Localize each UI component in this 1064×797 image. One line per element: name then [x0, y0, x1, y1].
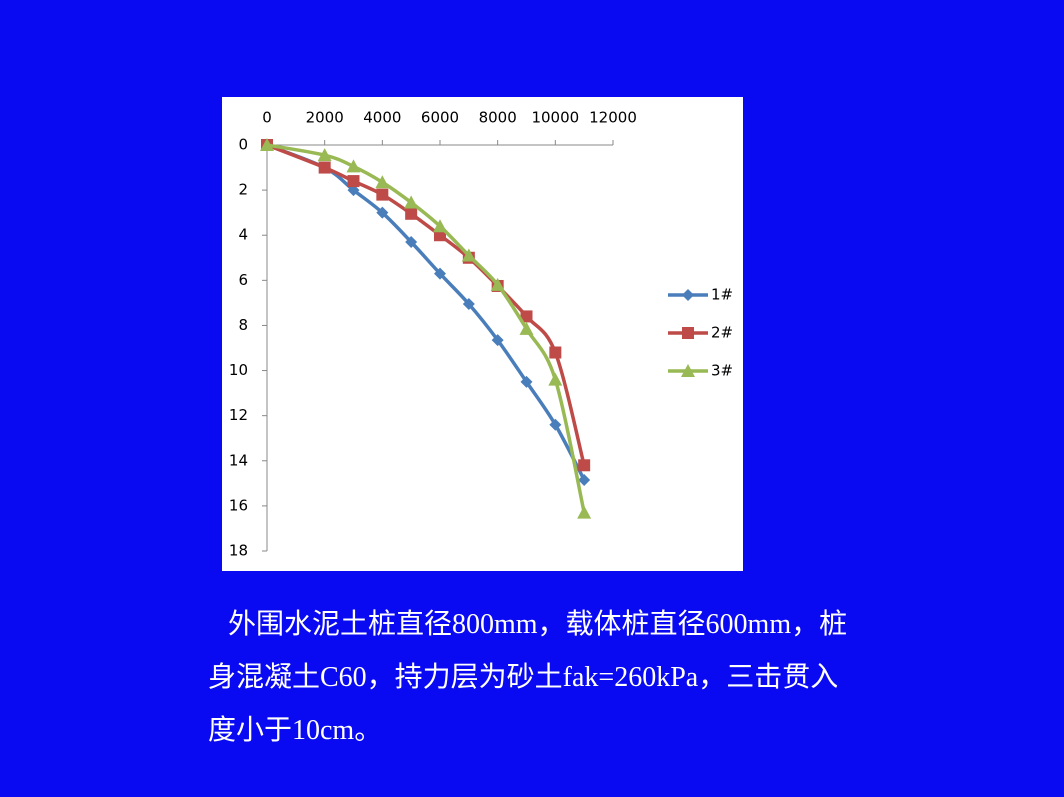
- marker: [405, 207, 418, 220]
- y-tick-label: 18: [229, 542, 248, 560]
- x-tick-label: 8000: [479, 109, 517, 127]
- x-tick-label: 2000: [306, 109, 344, 127]
- marker: [405, 235, 418, 248]
- y-tick-label: 14: [229, 451, 248, 469]
- marker: [347, 175, 360, 188]
- marker: [520, 310, 533, 323]
- marker: [549, 346, 562, 359]
- legend-label: 2#: [711, 324, 733, 342]
- marker: [375, 175, 390, 189]
- marker: [433, 219, 447, 233]
- marker: [681, 364, 695, 377]
- x-tick-label: 4000: [363, 109, 401, 127]
- marker: [461, 248, 476, 262]
- chart-area: [222, 97, 743, 571]
- marker: [434, 229, 446, 242]
- y-tick-label: 4: [238, 226, 248, 244]
- marker: [490, 277, 505, 291]
- y-tick-label: 16: [229, 496, 248, 514]
- marker: [318, 161, 331, 174]
- y-tick-label: 2: [238, 181, 248, 199]
- y-tick-label: 6: [238, 271, 248, 289]
- marker: [491, 334, 504, 347]
- x-tick-label: 6000: [421, 109, 459, 127]
- caption: 外围水泥土桩直径800mm，载体桩直径600mm，桩身混凝土C60，持力层为砂土…: [208, 609, 848, 746]
- marker: [682, 289, 694, 301]
- marker: [549, 418, 562, 431]
- marker: [404, 195, 419, 209]
- marker: [462, 298, 475, 311]
- x-tick-label: 0: [262, 109, 272, 127]
- y-tick-label: 8: [238, 316, 248, 334]
- marker: [317, 148, 332, 162]
- marker: [519, 321, 534, 335]
- marker: [346, 159, 361, 173]
- x-tick-label: 10000: [531, 109, 579, 127]
- marker: [578, 459, 591, 472]
- marker: [376, 206, 389, 219]
- marker: [682, 327, 694, 339]
- legend-label: 3#: [711, 362, 733, 380]
- marker: [434, 267, 446, 280]
- x-tick-label: 12000: [589, 109, 637, 127]
- y-tick-label: 10: [229, 361, 248, 379]
- y-tick-label: 12: [229, 406, 248, 424]
- legend-label: 1#: [711, 286, 733, 304]
- marker: [578, 473, 591, 486]
- marker: [548, 372, 563, 386]
- marker: [577, 505, 592, 519]
- marker: [376, 188, 389, 201]
- marker: [260, 138, 274, 151]
- y-tick-label: 0: [238, 136, 248, 154]
- marker: [520, 375, 533, 388]
- marker: [347, 184, 360, 197]
